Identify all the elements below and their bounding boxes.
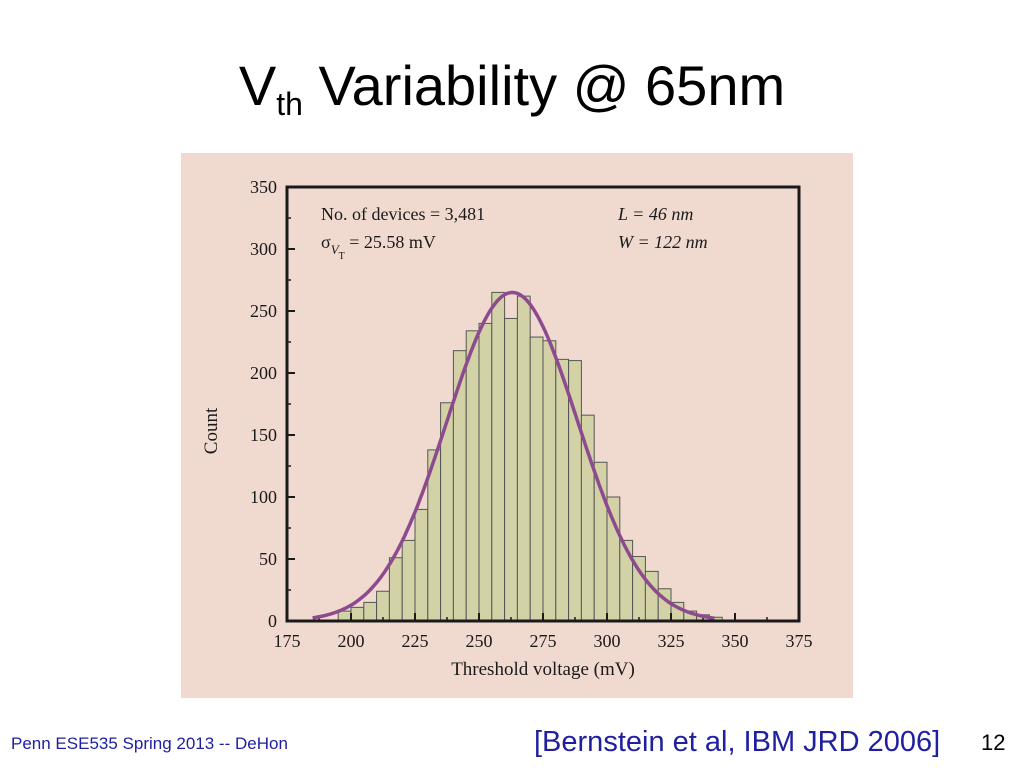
histogram-bar	[350, 606, 365, 622]
x-tick-label: 175	[274, 631, 301, 651]
x-tick-label: 325	[658, 631, 685, 651]
x-axis-label: Threshold voltage (mV)	[451, 659, 635, 680]
histogram-bar	[606, 496, 621, 622]
citation: [Bernstein et al, IBM JRD 2006]	[534, 726, 941, 758]
title-rest: Variability @ 65nm	[302, 54, 786, 117]
histogram-chart: 175 200 225 250 275 300 325 350 375 0 50 100 150 200 2…	[201, 177, 813, 680]
y-tick-label: 100	[250, 487, 277, 507]
x-tick-label: 250	[466, 631, 493, 651]
x-tick-label: 225	[402, 631, 429, 651]
annotation-sigma: σVT = 25.58 mV	[321, 232, 436, 262]
histogram-bar	[401, 539, 416, 622]
histogram-bar	[376, 590, 390, 622]
page-number: 12	[981, 730, 1006, 755]
footer-course: Penn ESE535 Spring 2013 -- DeHon	[11, 734, 288, 753]
y-tick-label: 350	[250, 177, 277, 197]
y-tick-label: 50	[259, 549, 277, 569]
histogram-bar	[542, 340, 557, 622]
histogram-bar	[529, 336, 544, 622]
histogram-bar	[504, 317, 518, 622]
x-tick-label: 350	[722, 631, 749, 651]
x-tick-label: 200	[338, 631, 365, 651]
histogram-bar	[555, 358, 570, 622]
sigma-value: = 25.58 mV	[345, 232, 436, 252]
histogram-bar	[478, 322, 493, 622]
x-tick-label: 275	[530, 631, 557, 651]
histogram-bar	[465, 330, 480, 622]
title-subscript: th	[276, 86, 303, 122]
x-tick-label: 375	[786, 631, 813, 651]
y-tick-label: 200	[250, 363, 277, 383]
histogram-bar	[414, 508, 429, 622]
histogram-bar	[491, 291, 506, 622]
histogram-bar	[580, 414, 595, 622]
histogram-bar	[644, 570, 659, 622]
y-axis-label: Count	[201, 407, 222, 454]
x-tick-label: 300	[594, 631, 621, 651]
slide-title: Vth Variability @ 65nm	[0, 58, 1024, 122]
bars-layer	[337, 291, 723, 622]
figure-panel: 175 200 225 250 275 300 325 350 375 0 50 100 150 200 2…	[181, 153, 853, 698]
y-tick-label: 250	[250, 301, 277, 321]
y-tick-label: 150	[250, 425, 277, 445]
histogram-bar	[516, 295, 531, 622]
sigma-symbol: σ	[321, 232, 331, 252]
annotation-length: L = 46 nm	[617, 204, 693, 224]
histogram-bar	[388, 557, 403, 622]
sigma-subsub: T	[339, 251, 345, 262]
y-tick-label: 300	[250, 239, 277, 259]
y-tick-label: 0	[268, 611, 277, 631]
annotation-devices: No. of devices = 3,481	[321, 204, 485, 224]
histogram-bar	[363, 601, 378, 622]
plot-frame	[285, 185, 801, 623]
annotation-width: W = 122 nm	[618, 232, 708, 252]
sigma-sub: V	[331, 242, 341, 257]
histogram-bar	[619, 539, 634, 622]
title-main: V	[238, 54, 277, 117]
gaussian-fit-curve	[312, 290, 715, 620]
